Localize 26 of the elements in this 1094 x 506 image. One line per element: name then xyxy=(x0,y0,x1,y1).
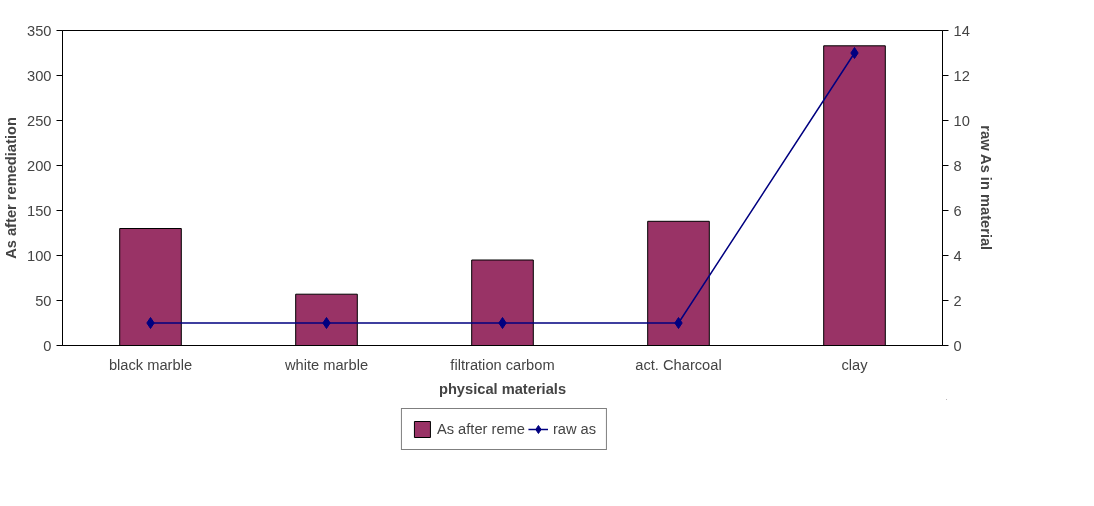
y-tick-label: 0 xyxy=(43,337,52,354)
y2-tick-label: 0 xyxy=(953,337,962,354)
y-tick-label: 100 xyxy=(27,247,52,264)
x-tick-label: act. Charcoal xyxy=(635,356,722,373)
y-tick-label: 150 xyxy=(27,202,52,219)
y-tick-label: 300 xyxy=(27,67,52,84)
y-tick-label: 50 xyxy=(35,292,52,309)
y-tick-label: 200 xyxy=(27,157,52,174)
y2-tick-label: 10 xyxy=(953,112,970,129)
legend-label: raw as xyxy=(552,421,597,437)
y2-tick-label: 14 xyxy=(953,22,970,39)
y2-tick-label: 8 xyxy=(953,157,962,174)
y2-axis-title: raw As in material xyxy=(977,125,994,251)
x-tick-label: filtration carbom xyxy=(450,356,555,373)
x-axis-title: physical materials xyxy=(438,380,567,397)
x-tick-label: clay xyxy=(841,356,869,373)
legend-label: As after reme xyxy=(436,421,525,437)
x-tick-label: white marble xyxy=(283,356,369,373)
x-tick-label: black marble xyxy=(108,356,193,373)
y-tick-label: 250 xyxy=(27,112,52,129)
y-tick-label: 350 xyxy=(27,22,52,39)
y-axis-title: As after remediation xyxy=(3,117,20,259)
y2-tick-label: 12 xyxy=(953,67,970,84)
y2-tick-label: 4 xyxy=(953,247,962,264)
y2-tick-label: 6 xyxy=(953,202,962,219)
y2-tick-label: 2 xyxy=(953,292,962,309)
